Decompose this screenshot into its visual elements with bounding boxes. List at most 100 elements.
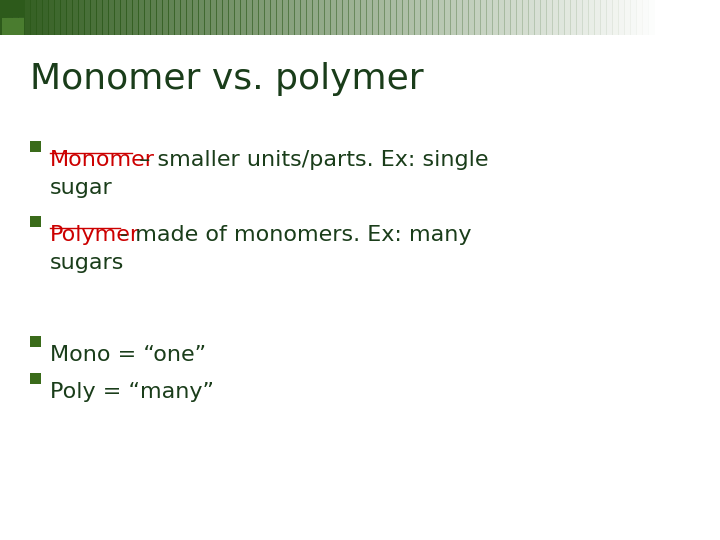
Bar [582, 0, 589, 35]
Bar [618, 0, 625, 35]
Bar [66, 0, 73, 35]
Bar [654, 0, 661, 35]
Bar [126, 0, 133, 35]
Text: - made of monomers. Ex: many: - made of monomers. Ex: many [120, 225, 472, 245]
Bar [636, 0, 643, 35]
Bar [462, 0, 469, 35]
Bar [264, 0, 271, 35]
Bar [24, 0, 31, 35]
Bar [132, 0, 139, 35]
Bar [564, 0, 571, 35]
Text: sugar: sugar [50, 178, 113, 198]
Bar [558, 0, 565, 35]
Bar [696, 0, 703, 35]
Bar [216, 0, 223, 35]
Bar [354, 0, 361, 35]
Bar [372, 0, 379, 35]
Bar [678, 0, 685, 35]
Bar [390, 0, 397, 35]
Bar [42, 0, 49, 35]
Bar [60, 0, 67, 35]
Bar [396, 0, 403, 35]
Bar [174, 0, 181, 35]
Bar [348, 0, 355, 35]
Bar [606, 0, 613, 35]
Bar [516, 0, 523, 35]
Text: Poly = “many”: Poly = “many” [50, 382, 214, 402]
Bar [612, 0, 619, 35]
Bar [588, 0, 595, 35]
Bar [306, 0, 313, 35]
Bar [0, 0, 7, 35]
Bar [594, 0, 601, 35]
Bar [456, 0, 463, 35]
Bar [600, 0, 607, 35]
Bar [492, 0, 499, 35]
Bar [150, 0, 157, 35]
Bar [294, 0, 301, 35]
Bar [402, 0, 409, 35]
Bar [378, 0, 385, 35]
Bar [468, 0, 475, 35]
Bar [714, 0, 720, 35]
Text: – smaller units/parts. Ex: single: – smaller units/parts. Ex: single [132, 150, 488, 170]
Text: Monomer: Monomer [50, 150, 155, 170]
Bar [504, 0, 511, 35]
Bar [192, 0, 199, 35]
Bar [30, 0, 37, 35]
Bar [366, 0, 373, 35]
Bar [552, 0, 559, 35]
Bar [336, 0, 343, 35]
Bar [300, 0, 307, 35]
Text: Monomer vs. polymer: Monomer vs. polymer [30, 62, 423, 96]
Bar [276, 0, 283, 35]
Bar [510, 0, 517, 35]
Bar [114, 0, 121, 35]
Bar [342, 0, 349, 35]
Bar [324, 0, 331, 35]
Bar [666, 0, 673, 35]
Bar [2, 0, 24, 17]
Bar [108, 0, 115, 35]
Bar [624, 0, 631, 35]
Bar [156, 0, 163, 35]
Bar [318, 0, 325, 35]
Bar [228, 0, 235, 35]
Bar [438, 0, 445, 35]
Bar [30, 140, 41, 152]
Bar [360, 0, 367, 35]
Bar [84, 0, 91, 35]
Bar [258, 0, 265, 35]
Bar [252, 0, 259, 35]
Bar [36, 0, 43, 35]
Bar [30, 373, 41, 383]
Bar [576, 0, 583, 35]
Bar [204, 0, 211, 35]
Bar [546, 0, 553, 35]
Bar [312, 0, 319, 35]
Bar [444, 0, 451, 35]
Bar [288, 0, 295, 35]
Text: sugars: sugars [50, 253, 125, 273]
Bar [450, 0, 457, 35]
Bar [144, 0, 151, 35]
Bar [708, 0, 715, 35]
Bar [426, 0, 433, 35]
Bar [210, 0, 217, 35]
Bar [420, 0, 427, 35]
Bar [2, 18, 24, 35]
Bar [138, 0, 145, 35]
Bar [18, 0, 25, 35]
Bar [72, 0, 79, 35]
Bar [30, 335, 41, 347]
Bar [672, 0, 679, 35]
Bar [78, 0, 85, 35]
Bar [198, 0, 205, 35]
Bar [222, 0, 229, 35]
Bar [90, 0, 97, 35]
Bar [642, 0, 649, 35]
Bar [186, 0, 193, 35]
Bar [96, 0, 103, 35]
Bar [570, 0, 577, 35]
Bar [270, 0, 277, 35]
